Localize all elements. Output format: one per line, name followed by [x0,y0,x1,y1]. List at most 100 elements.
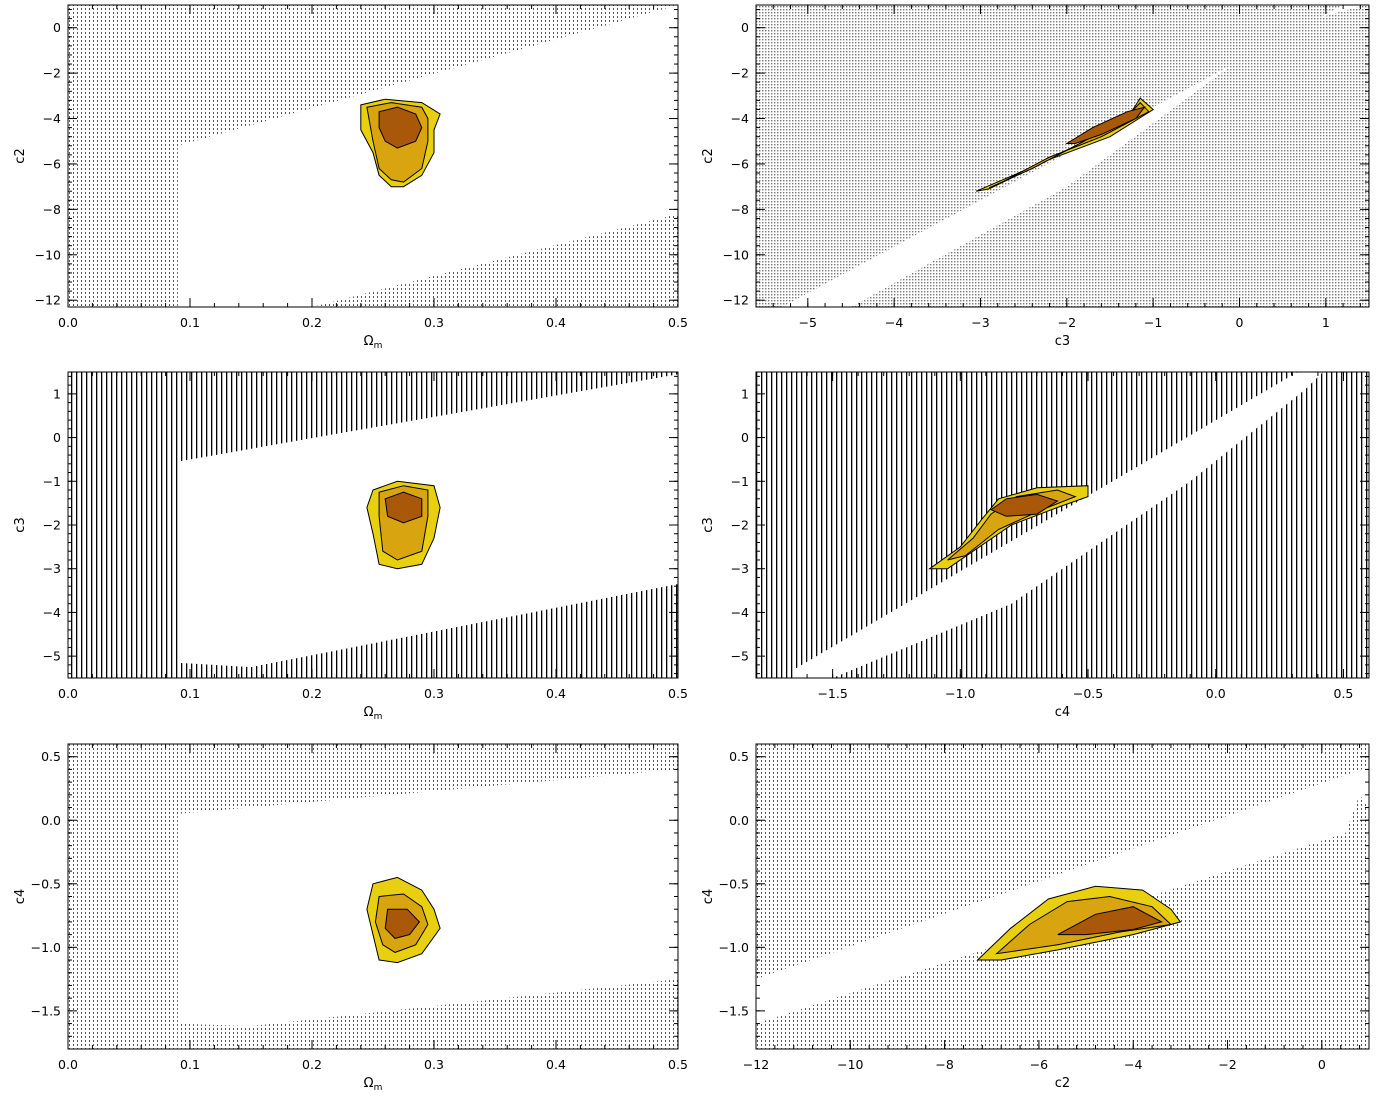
y-tick-label: −12 [723,293,749,308]
excluded-region-1 [177,584,678,678]
plot-area [68,372,678,678]
y-tick-label: −0.5 [31,876,61,891]
excluded-region-0 [756,744,1369,1049]
y-tick-label: −3 [43,561,61,576]
contour-inner [384,908,421,939]
x-tick-label: −2 [1058,315,1076,330]
plot-area [756,372,1369,678]
y-tick-label: −1 [731,474,749,489]
y-tick-label: −2 [731,518,749,533]
y-axis-label: c3 [701,517,716,532]
x-axis-label: c2 [1055,1076,1070,1091]
x-tick-label: 0.2 [302,1057,322,1072]
x-tick-label: −1.5 [817,686,847,701]
plot-frame [67,4,679,308]
x-tick-label: 0.4 [546,315,566,330]
excluded-region-1 [851,5,1369,307]
y-tick-label: 0 [741,20,749,35]
excluded-region-0 [68,5,678,307]
x-tick-label: 1 [1322,315,1330,330]
y-tick-label: −5 [731,649,749,664]
x-tick-label: −1.0 [945,686,975,701]
x-axis-label-subscript: m [374,1083,383,1093]
excluded-region-1 [832,372,1369,678]
contour-inner [989,493,1059,517]
x-tick-label: 0 [1236,315,1244,330]
x-tick-label: 0.1 [180,315,200,330]
panel-omegam-c3: 0.0 0.1 0.2 0.3 0.4 0.5 −5 −4 −3 −2 −1 0 1 Ωm c3 [13,371,688,722]
x-axis-label: c4 [1055,705,1070,720]
y-tick-label: −10 [35,247,61,262]
x-tick-label: −0.5 [1073,686,1103,701]
excluded-region-0 [756,372,1298,678]
x-tick-label: −5 [799,315,817,330]
x-axis-label: Ωm [364,705,383,722]
y-tick-label: −5 [43,649,61,664]
x-tick-label: 0.2 [302,315,322,330]
y-tick-label: 1 [53,386,61,401]
x-axis-label: Ωm [364,334,383,351]
excluded-region-1 [177,979,678,1049]
x-tick-label: 0.1 [180,686,200,701]
x-tick-label: 0.5 [668,686,688,701]
x-tick-label: 0.2 [302,686,322,701]
panel-c2-c4: −12 −10 −8 −6 −4 −2 0 −1.5 −1.0 −0.5 0.0 0.5 c2 c4 [701,743,1370,1091]
y-tick-label: 0.5 [41,749,61,764]
y-tick-label: −2 [731,66,749,81]
y-tick-label: −4 [43,605,61,620]
panel-omegam-c4: 0.0 0.1 0.2 0.3 0.4 0.5 −1.5 −1.0 −0.5 0.0 0.5 Ωm c4 [13,743,688,1093]
excluded-region-0 [68,744,678,1049]
y-tick-label: −4 [43,111,61,126]
panel-c4-c3: −1.5 −1.0 −0.5 0.0 0.5 −5 −4 −3 −2 −1 0 1 c4 c3 [701,371,1370,720]
y-tick-label: −10 [723,247,749,262]
y-tick-label: −1.5 [719,1003,749,1018]
panel-omegam-c2: 0.0 0.1 0.2 0.3 0.4 0.5 −12 −10 −8 −6 −4 −2 0 Ωm c2 [13,4,688,351]
contour-inner [384,491,423,524]
excluded-region-1 [756,794,1369,1049]
y-tick-label: −1.5 [31,1003,61,1018]
y-axis-label: c2 [701,148,716,163]
contour-inner [378,106,423,149]
x-tick-label: 0.5 [1334,686,1354,701]
y-axis-label: c4 [13,889,28,904]
y-tick-label: 0.0 [729,813,749,828]
plot-area [756,5,1369,307]
x-tick-label: −12 [743,1057,769,1072]
x-tick-label: −1 [1144,315,1162,330]
y-tick-label: 0 [53,430,61,445]
x-tick-label: −3 [971,315,989,330]
excluded-region-0 [68,372,678,678]
x-tick-label: 0.0 [58,686,78,701]
excluded-region-0 [756,5,1344,307]
x-tick-label: 0.4 [546,1057,566,1072]
excluded-region-1 [312,213,678,307]
x-tick-label: 0.3 [424,686,444,701]
x-tick-label: 0.0 [1206,686,1226,701]
x-tick-label: 0.0 [58,315,78,330]
x-axis-label: c3 [1055,334,1070,349]
x-tick-label: −2 [1218,1057,1236,1072]
x-tick-label: 0.5 [668,315,688,330]
plot-frame [755,4,1370,308]
y-tick-label: −8 [43,202,61,217]
x-tick-label: −4 [1124,1057,1142,1072]
y-tick-label: 0.5 [729,749,749,764]
y-tick-label: −4 [731,605,749,620]
y-tick-label: −1.0 [719,940,749,955]
y-tick-label: 0 [741,430,749,445]
x-axis-label-subscript: m [374,341,383,351]
x-tick-label: 0.5 [668,1057,688,1072]
y-tick-label: −2 [43,518,61,533]
y-tick-label: −6 [43,156,61,171]
y-tick-label: −1.0 [31,940,61,955]
y-tick-label: 0 [53,20,61,35]
y-tick-label: −2 [43,66,61,81]
contour-inner [1057,906,1163,936]
y-tick-label: 0.0 [41,813,61,828]
y-tick-label: −6 [731,156,749,171]
y-tick-label: 1 [741,386,749,401]
y-tick-label: −1 [43,474,61,489]
x-tick-label: −10 [837,1057,863,1072]
x-tick-label: 0.0 [58,1057,78,1072]
